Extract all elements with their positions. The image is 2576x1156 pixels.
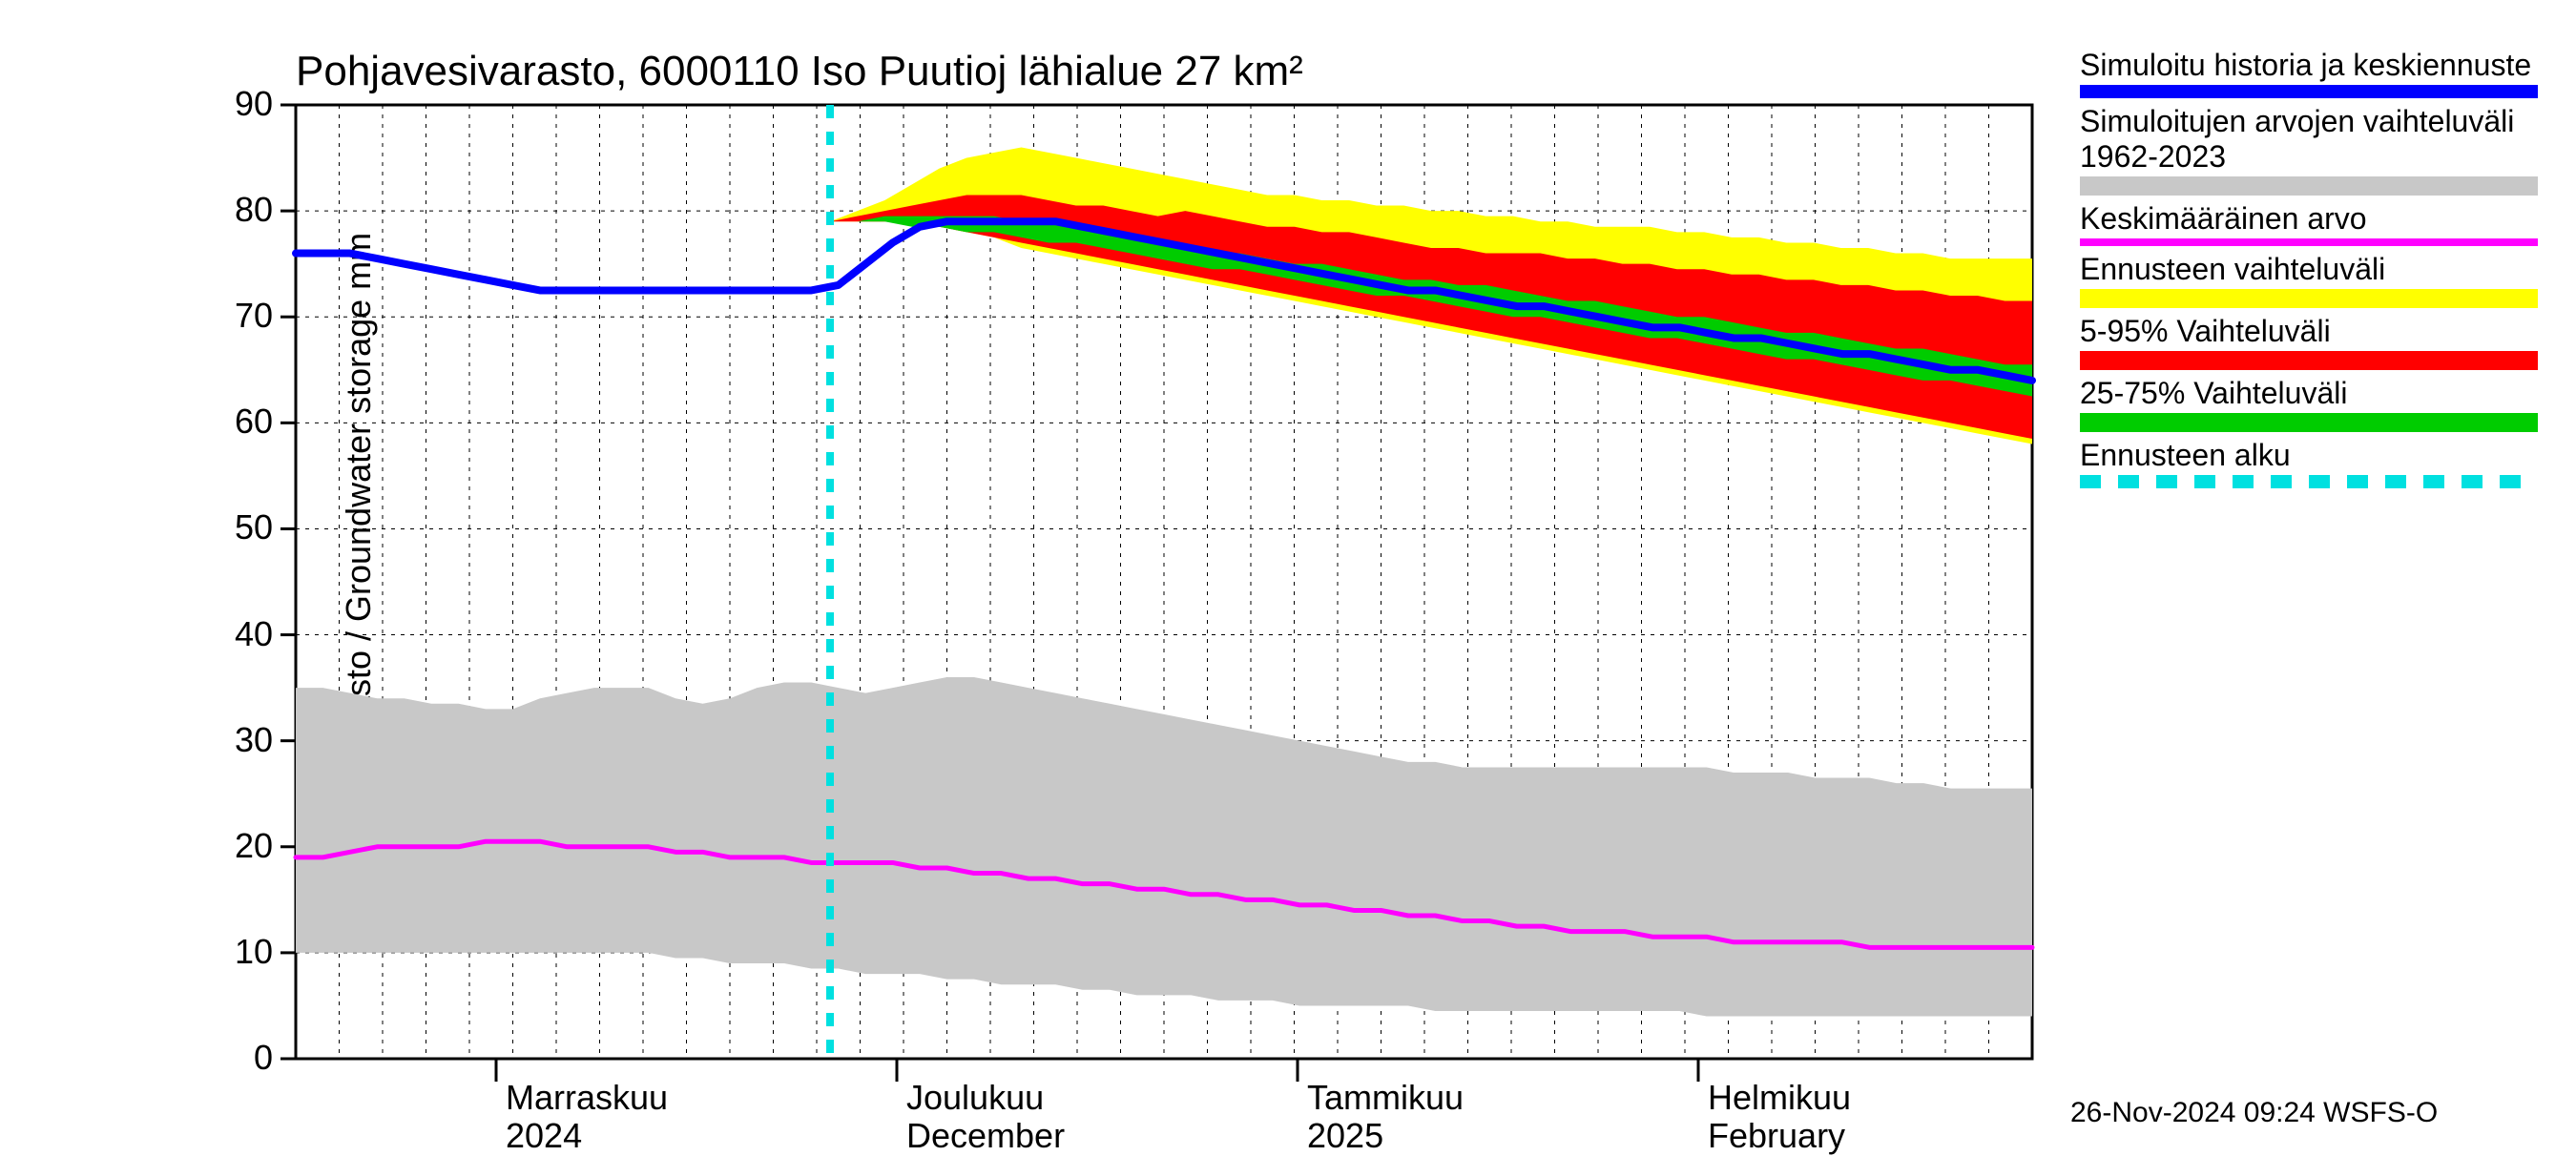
legend-label: Ennusteen vaihteluväli [2080, 252, 2538, 287]
y-tick-label: 30 [235, 720, 273, 760]
legend-label: 25-75% Vaihteluväli [2080, 376, 2538, 411]
x-month-sublabel: 2025 [1307, 1116, 1383, 1156]
legend-label: Ennusteen alku [2080, 438, 2538, 473]
legend-entry: Ennusteen vaihteluväli [2080, 252, 2538, 308]
x-month-sublabel: December [906, 1116, 1065, 1156]
legend-swatch [2080, 238, 2538, 246]
legend-swatch [2080, 475, 2538, 488]
x-month-label: Joulukuu [906, 1078, 1044, 1118]
legend-swatch [2080, 85, 2538, 98]
legend: Simuloitu historia ja keskiennuste Simulo… [2080, 48, 2538, 494]
y-tick-label: 60 [235, 402, 273, 442]
legend-entry: 5-95% Vaihteluväli [2080, 314, 2538, 370]
y-tick-label: 20 [235, 826, 273, 866]
legend-label: Keskimääräinen arvo [2080, 201, 2538, 237]
x-month-sublabel: February [1708, 1116, 1845, 1156]
legend-swatch [2080, 351, 2538, 370]
y-tick-label: 80 [235, 190, 273, 230]
legend-entry: Ennusteen alku [2080, 438, 2538, 488]
legend-entry: 25-75% Vaihteluväli [2080, 376, 2538, 432]
legend-entry: Keskimääräinen arvo [2080, 201, 2538, 246]
y-tick-label: 0 [254, 1038, 273, 1078]
y-tick-label: 40 [235, 614, 273, 654]
legend-label: Simuloitujen arvojen vaihteluväli 1962-2… [2080, 104, 2538, 175]
legend-label: 5-95% Vaihteluväli [2080, 314, 2538, 349]
y-tick-label: 50 [235, 507, 273, 547]
legend-swatch [2080, 289, 2538, 308]
x-month-label: Tammikuu [1307, 1078, 1464, 1118]
legend-swatch [2080, 176, 2538, 196]
x-month-label: Marraskuu [506, 1078, 668, 1118]
x-month-label: Helmikuu [1708, 1078, 1851, 1118]
y-tick-label: 90 [235, 84, 273, 124]
legend-label: Simuloitu historia ja keskiennuste [2080, 48, 2538, 83]
footer-timestamp: 26-Nov-2024 09:24 WSFS-O [2070, 1097, 2438, 1129]
y-tick-label: 10 [235, 932, 273, 972]
y-tick-label: 70 [235, 296, 273, 336]
legend-entry: Simuloitujen arvojen vaihteluväli 1962-2… [2080, 104, 2538, 196]
x-month-sublabel: 2024 [506, 1116, 582, 1156]
legend-entry: Simuloitu historia ja keskiennuste [2080, 48, 2538, 98]
legend-swatch [2080, 413, 2538, 432]
chart-container: Pohjavesivarasto / Groundwater storage m… [0, 0, 2576, 1145]
